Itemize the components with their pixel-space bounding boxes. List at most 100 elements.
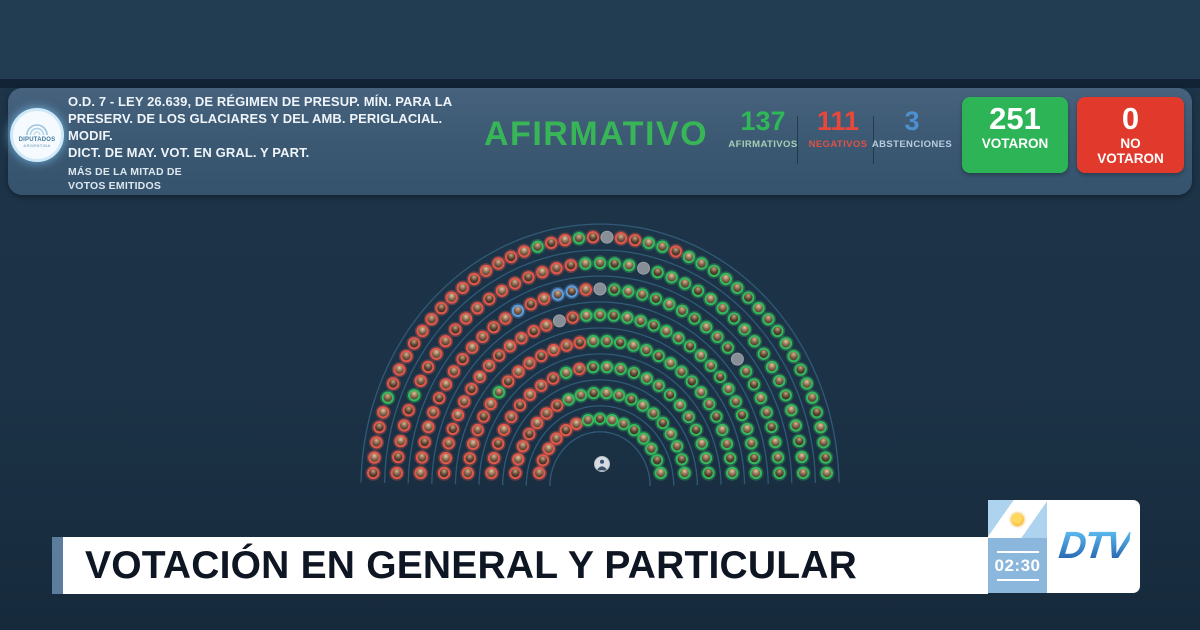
seat-glow	[437, 333, 454, 349]
seat-glow	[714, 300, 731, 316]
seat-afirmativo	[678, 277, 692, 290]
seat-glow	[585, 359, 601, 375]
seat-afirmativo	[682, 250, 696, 264]
seat-glow	[676, 465, 693, 481]
seat-glow	[724, 465, 740, 481]
seat-glow	[623, 391, 639, 408]
logo-title: DIPUTADOS	[18, 137, 56, 143]
seat-negativo	[416, 324, 429, 338]
seat-glow	[563, 257, 579, 273]
seat-glow	[585, 229, 601, 245]
seat-glow	[549, 397, 565, 414]
vote-result-label: AFIRMATIVO	[484, 115, 709, 153]
seat-glow	[523, 296, 539, 312]
seat-negativo	[536, 266, 549, 279]
seat-afirmativo	[722, 382, 735, 396]
seat-afirmativo	[562, 393, 575, 406]
seat-negativo	[492, 257, 505, 270]
seat-glow	[626, 422, 642, 438]
seat-afirmativo	[771, 324, 784, 338]
seat-abstencion	[551, 288, 564, 301]
seat-negativo	[451, 408, 465, 422]
seat-negativo	[573, 362, 586, 376]
seat-glow	[648, 291, 664, 307]
seat-glow	[438, 376, 454, 393]
sun-icon	[1011, 512, 1024, 526]
seat-negativo	[566, 311, 579, 324]
seat-sin-voto	[552, 314, 566, 328]
seat-negativo	[427, 406, 440, 419]
president-avatar-body	[597, 466, 607, 471]
seat-glow	[655, 415, 671, 431]
seat-afirmativo	[720, 437, 734, 451]
seat-glow	[526, 323, 542, 339]
counter-negativos: 111 NEGATIVOS	[783, 106, 893, 150]
seat-negativo	[473, 370, 486, 384]
seat-afirmativo	[617, 417, 630, 431]
motion-text-block: O.D. 7 - LEY 26.639, DE RÉGIMEN DE PRESU…	[68, 93, 488, 193]
seat-afirmativo	[593, 308, 607, 322]
seat-negativo	[414, 374, 427, 388]
seat-negativo	[463, 452, 476, 465]
seat-glow	[726, 310, 742, 327]
seat-afirmativo	[729, 395, 742, 408]
seat-glow	[510, 303, 526, 319]
seat-glow	[481, 291, 497, 307]
seat-negativo	[471, 423, 484, 437]
seat-afirmativo	[797, 466, 810, 480]
seat-negativo	[446, 422, 459, 436]
seat-glow	[548, 430, 565, 447]
seat-negativo	[477, 410, 490, 423]
seat-glow	[771, 465, 788, 481]
seat-negativo	[545, 236, 558, 250]
seat-glow	[497, 310, 514, 327]
seat-glow	[625, 337, 642, 354]
seat-glow	[396, 417, 412, 434]
seat-negativo	[439, 378, 453, 391]
seat-negativo	[570, 417, 583, 431]
seat-presidencia	[594, 456, 610, 472]
seat-glow	[557, 232, 573, 248]
seat-negativo	[503, 340, 517, 353]
seat-glow	[541, 441, 557, 457]
seat-afirmativo	[820, 466, 833, 480]
seat-glow	[529, 415, 545, 431]
seat-glow	[668, 243, 684, 260]
seat-glow	[474, 329, 491, 345]
seat-afirmativo	[600, 360, 614, 374]
president-avatar-head	[600, 459, 604, 464]
seat-sin-voto	[593, 282, 607, 296]
seat-glow	[788, 417, 804, 434]
seat-glow	[545, 370, 561, 387]
seat-glow	[663, 426, 679, 442]
seat-glow	[486, 319, 502, 335]
seat-negativo	[537, 292, 551, 305]
seat-glow	[638, 342, 654, 358]
seat-glow	[654, 238, 671, 255]
seat-glow	[619, 309, 635, 326]
seat-afirmativo	[652, 379, 665, 392]
seat-glow	[714, 422, 730, 438]
timer-box: 02:30	[988, 538, 1047, 593]
seat-afirmativo	[581, 413, 595, 427]
seat-afirmativo	[663, 298, 676, 311]
seat-afirmativo	[749, 466, 763, 480]
seat-negativo	[402, 404, 415, 417]
seat-glow	[431, 390, 447, 406]
seat-negativo	[456, 281, 469, 295]
channel-logo-panel: DTV	[1047, 500, 1140, 593]
seat-glow	[661, 296, 677, 312]
seat-afirmativo	[800, 377, 813, 390]
seat-afirmativo	[731, 281, 744, 295]
seat-glow	[759, 404, 775, 421]
seat-negativo	[458, 395, 471, 408]
seat-negativo	[414, 466, 427, 480]
seat-glow	[592, 307, 608, 323]
seat-afirmativo	[675, 453, 688, 466]
seat-afirmativo	[637, 432, 650, 445]
seat-afirmativo	[634, 314, 647, 328]
seat-glow	[391, 361, 408, 378]
seat-glow	[565, 309, 581, 326]
seat-negativo	[523, 427, 536, 441]
